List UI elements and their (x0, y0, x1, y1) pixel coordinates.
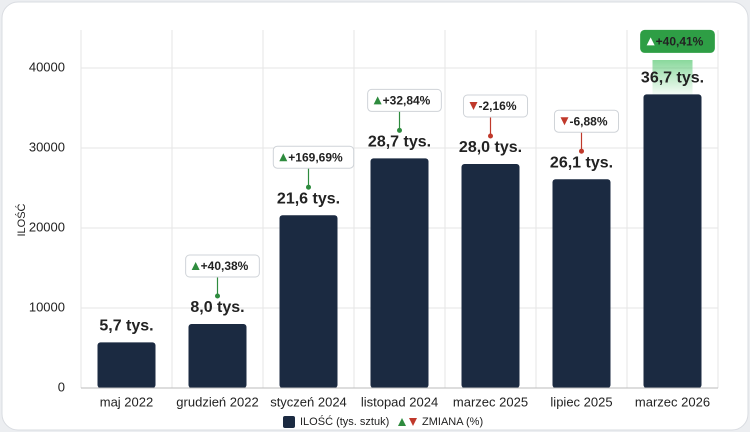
change-dot (215, 293, 220, 299)
value-label: 28,7 tys. (368, 134, 431, 151)
y-tick-label: 40000 (29, 59, 65, 74)
change-arrow (373, 96, 382, 105)
x-tick-label: maj 2022 (100, 394, 153, 409)
change-badge: +40,41% (640, 29, 715, 53)
change-arrow (560, 117, 569, 126)
y-tick-label: 0 (58, 379, 65, 394)
bar (370, 158, 429, 388)
value-label: 21,6 tys. (277, 190, 340, 207)
y-axis-label: ILOŚĆ (15, 203, 28, 236)
legend-label: ZMIANA (%) (422, 416, 483, 428)
change-badge: +169,69% (272, 145, 355, 169)
change-badge: +32,84% (367, 88, 442, 112)
change-dot (397, 127, 402, 133)
change-box (272, 145, 355, 169)
value-label: 28,0 tys. (459, 139, 522, 156)
x-tick-label: styczeń 2024 (270, 394, 347, 409)
x-tick-label: marzec 2026 (635, 394, 710, 409)
change-arrow (279, 153, 288, 162)
legend-down (409, 418, 417, 426)
change-badge: +40,38% (185, 254, 260, 278)
change-badge: -6,88% (553, 109, 620, 133)
change-box (185, 254, 260, 278)
change-arrow (191, 262, 200, 270)
change-label: -2,16% (478, 99, 516, 113)
bar (552, 179, 611, 388)
value-label: 36,7 tys. (641, 70, 704, 87)
change-box (640, 29, 715, 53)
value-label: 8,0 tys. (190, 299, 244, 316)
bar (643, 94, 702, 389)
change-label: +40,38% (201, 259, 249, 273)
x-tick-label: listopad 2024 (361, 394, 438, 409)
change-box (367, 88, 442, 112)
bar (461, 164, 520, 388)
bar (97, 342, 156, 388)
change-box (462, 94, 529, 118)
x-tick-label: grudzień 2022 (176, 394, 258, 409)
legend-up (398, 418, 406, 426)
change-arrow (646, 37, 655, 46)
change-arrow (469, 102, 478, 110)
change-label: +40,41% (656, 35, 704, 49)
change-label: +169,69% (288, 150, 343, 164)
x-tick-label: lipiec 2025 (550, 394, 612, 409)
value-label: 26,1 tys. (550, 154, 613, 171)
change-dot (306, 184, 311, 190)
y-tick-label: 20000 (29, 219, 65, 234)
bar (279, 215, 338, 388)
change-label: +32,84% (383, 94, 431, 108)
x-tick-label: marzec 2025 (453, 394, 528, 409)
y-tick-label: 10000 (29, 299, 65, 314)
change-dot (488, 133, 493, 139)
legend-swatch (283, 416, 295, 428)
bar (188, 324, 247, 388)
change-box (553, 109, 620, 133)
change-label: -6,88% (569, 114, 607, 128)
legend-label: ILOŚĆ (tys. sztuk) (300, 415, 389, 428)
value-label: 5,7 tys. (99, 318, 153, 335)
highlight-glow (652, 60, 693, 95)
y-tick-label: 30000 (29, 139, 65, 154)
change-dot (579, 148, 584, 154)
change-badge: -2,16% (462, 94, 529, 118)
